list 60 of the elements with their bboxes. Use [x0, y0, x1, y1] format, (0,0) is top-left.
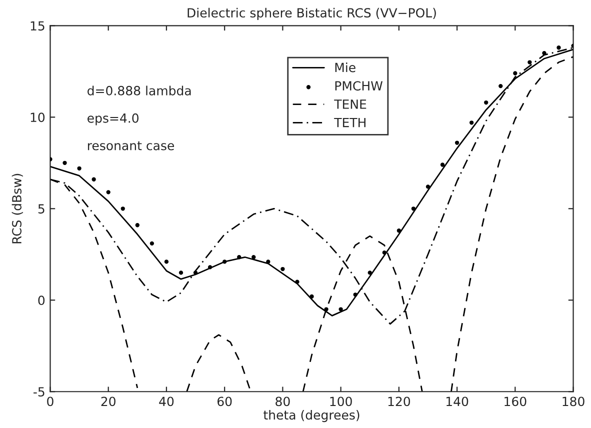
point	[498, 84, 503, 88]
y-tick-label: 5	[38, 204, 44, 214]
x-tick-label: 80	[276, 396, 290, 406]
legend-label: PMCHW	[335, 81, 383, 91]
y-tick-label: 10	[30, 112, 45, 122]
point	[164, 260, 169, 264]
point	[193, 270, 198, 275]
point	[556, 46, 561, 50]
y-axis-title: RCS (dBsw)	[12, 174, 23, 244]
point	[280, 266, 285, 272]
point	[528, 60, 532, 64]
annotation: d=0.888 lambda	[88, 86, 191, 96]
point	[368, 270, 372, 275]
x-tick-label: 160	[504, 396, 526, 406]
y-tick-label: -5	[34, 387, 44, 397]
point	[353, 292, 358, 297]
point	[178, 270, 184, 275]
point	[62, 160, 67, 165]
point	[454, 140, 460, 145]
point	[426, 184, 430, 189]
x-tick-label: 100	[330, 396, 352, 406]
point	[469, 120, 474, 125]
point	[208, 265, 212, 270]
y-tick-label: 0	[38, 296, 45, 306]
point	[77, 166, 82, 170]
point	[513, 71, 518, 76]
legend-label: Mie	[335, 62, 356, 72]
point	[106, 190, 110, 194]
point	[324, 307, 328, 312]
point	[440, 162, 445, 167]
point	[252, 255, 256, 260]
point	[338, 307, 343, 312]
annotation: resonant case	[88, 141, 174, 150]
x-axis-title: theta (degrees)	[264, 410, 360, 422]
point	[411, 206, 416, 211]
annotation: eps=4.0	[88, 113, 139, 126]
point	[120, 206, 125, 211]
point	[310, 294, 314, 299]
legend-label: TETH	[334, 118, 366, 128]
point	[135, 223, 140, 228]
x-tick-label: 0	[47, 396, 54, 406]
point	[542, 51, 546, 56]
point	[484, 100, 488, 105]
x-tick-label: 120	[388, 396, 410, 406]
chart-title: Dielectric sphere Bistatic RCS (VV−POL)	[188, 8, 436, 20]
point	[150, 241, 154, 246]
x-tick-label: 20	[101, 396, 116, 406]
y-tick-label: 15	[30, 21, 44, 31]
point	[266, 260, 270, 264]
x-tick-label: 60	[218, 396, 232, 406]
x-tick-label: 40	[159, 396, 174, 406]
point	[222, 260, 227, 264]
point	[237, 255, 242, 260]
point	[382, 250, 386, 255]
point	[396, 228, 402, 233]
legend-label: TENE	[334, 100, 366, 109]
x-tick-label: 140	[446, 396, 468, 406]
point	[295, 280, 300, 284]
x-tick-label: 180	[562, 396, 584, 406]
point	[92, 177, 96, 182]
